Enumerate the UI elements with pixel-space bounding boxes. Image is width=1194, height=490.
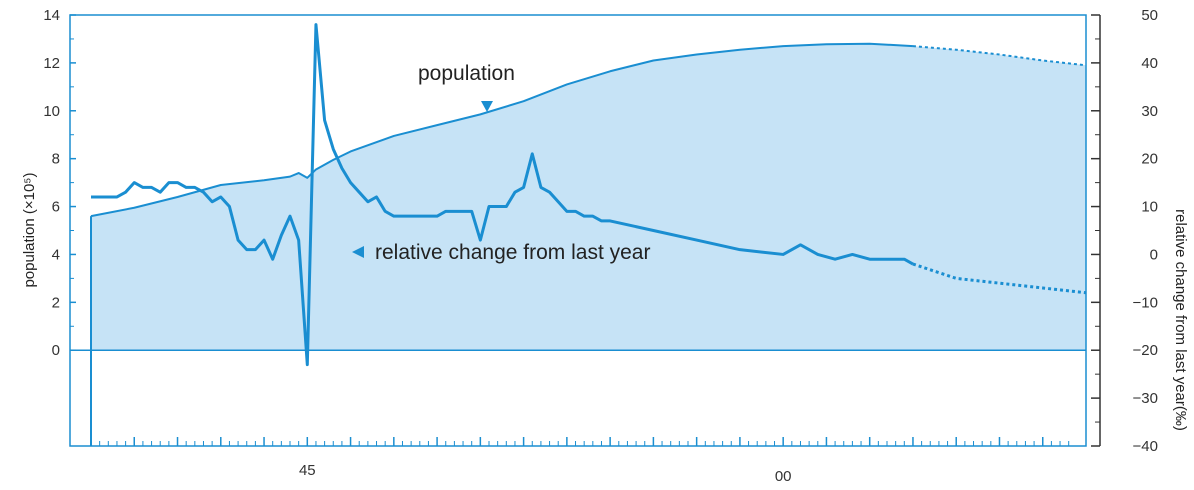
right-tick-label: −20 xyxy=(1133,342,1158,359)
population-pointer-icon xyxy=(481,101,493,112)
right-tick-label: 30 xyxy=(1141,103,1158,120)
relative-change-line xyxy=(91,23,914,367)
left-tick-label: 8 xyxy=(52,151,60,168)
right-tick-label: 40 xyxy=(1141,55,1158,72)
right-tick-label: 20 xyxy=(1141,151,1158,168)
population-line xyxy=(90,42,914,218)
left-tick-label: 2 xyxy=(52,294,60,311)
right-tick-label: 10 xyxy=(1141,199,1158,216)
right-tick-label: 0 xyxy=(1150,246,1158,263)
right-tick-label: −40 xyxy=(1133,438,1158,455)
left-tick-label: 0 xyxy=(52,342,60,359)
right-tick-label: −10 xyxy=(1133,294,1158,311)
right-axis-title: relative change from last year(‰) xyxy=(1172,209,1189,431)
x-tick-label: 00 xyxy=(775,468,792,485)
right-tick-label: 50 xyxy=(1141,7,1158,24)
change-pointer-icon xyxy=(352,246,364,258)
relative-change-annotation: relative change from last year xyxy=(375,241,650,264)
left-tick-label: 12 xyxy=(43,55,60,72)
left-tick-label: 14 xyxy=(43,7,60,24)
left-tick-label: 6 xyxy=(52,199,60,216)
series-lines-group xyxy=(90,23,1087,367)
population-projection-line xyxy=(912,45,1087,67)
population-area-group xyxy=(91,43,1086,351)
population-area xyxy=(91,43,1086,351)
relative-change-projection-line xyxy=(912,262,1087,295)
left-axis-title: population (×10⁵) xyxy=(21,172,38,287)
population-annotation: population xyxy=(418,62,515,85)
left-tick-label: 4 xyxy=(52,246,60,263)
right-tick-label: −30 xyxy=(1133,390,1158,407)
x-tick-label: 45 xyxy=(299,462,316,479)
left-tick-label: 10 xyxy=(43,103,60,120)
